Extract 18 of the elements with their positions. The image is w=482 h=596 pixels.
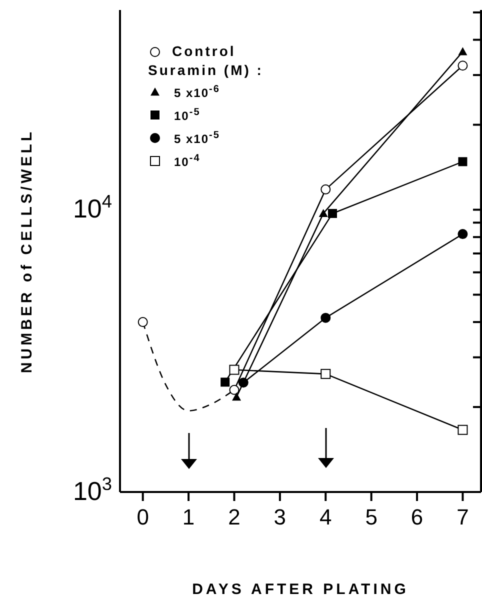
legend-label: 5 x10$^{-5}$ xyxy=(174,129,220,148)
y-axis-title: NUMBER of CELLS/WELL xyxy=(18,128,36,374)
legend-label: 10$^{-5}$ xyxy=(174,106,200,125)
x-tick-label: 6 xyxy=(410,504,424,530)
x-tick-label: 0 xyxy=(136,504,149,530)
legend-title: Suramin (M) : xyxy=(148,61,264,80)
x-tick-label: 3 xyxy=(274,504,286,530)
x-axis-title: DAYS AFTER PLATING xyxy=(192,581,409,596)
x-tick-label: 4 xyxy=(320,504,332,530)
x-tick-label: 2 xyxy=(228,504,240,530)
y-tick-label: 10$^{4}$ xyxy=(72,192,112,224)
legend-label: 10$^{-4}$ xyxy=(174,152,200,171)
legend-label: 5 x10$^{-6}$ xyxy=(174,83,220,102)
x-tick-label: 1 xyxy=(182,504,195,530)
legend-label: Control xyxy=(172,42,236,61)
y-tick-label: 10$^{3}$ xyxy=(72,474,112,506)
x-tick-label: 5 xyxy=(365,504,378,530)
x-tick-label: 7 xyxy=(456,504,469,530)
